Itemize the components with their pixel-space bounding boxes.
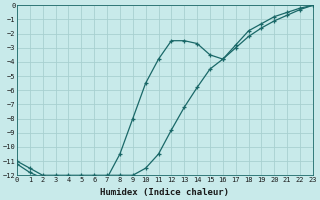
X-axis label: Humidex (Indice chaleur): Humidex (Indice chaleur) bbox=[100, 188, 229, 197]
